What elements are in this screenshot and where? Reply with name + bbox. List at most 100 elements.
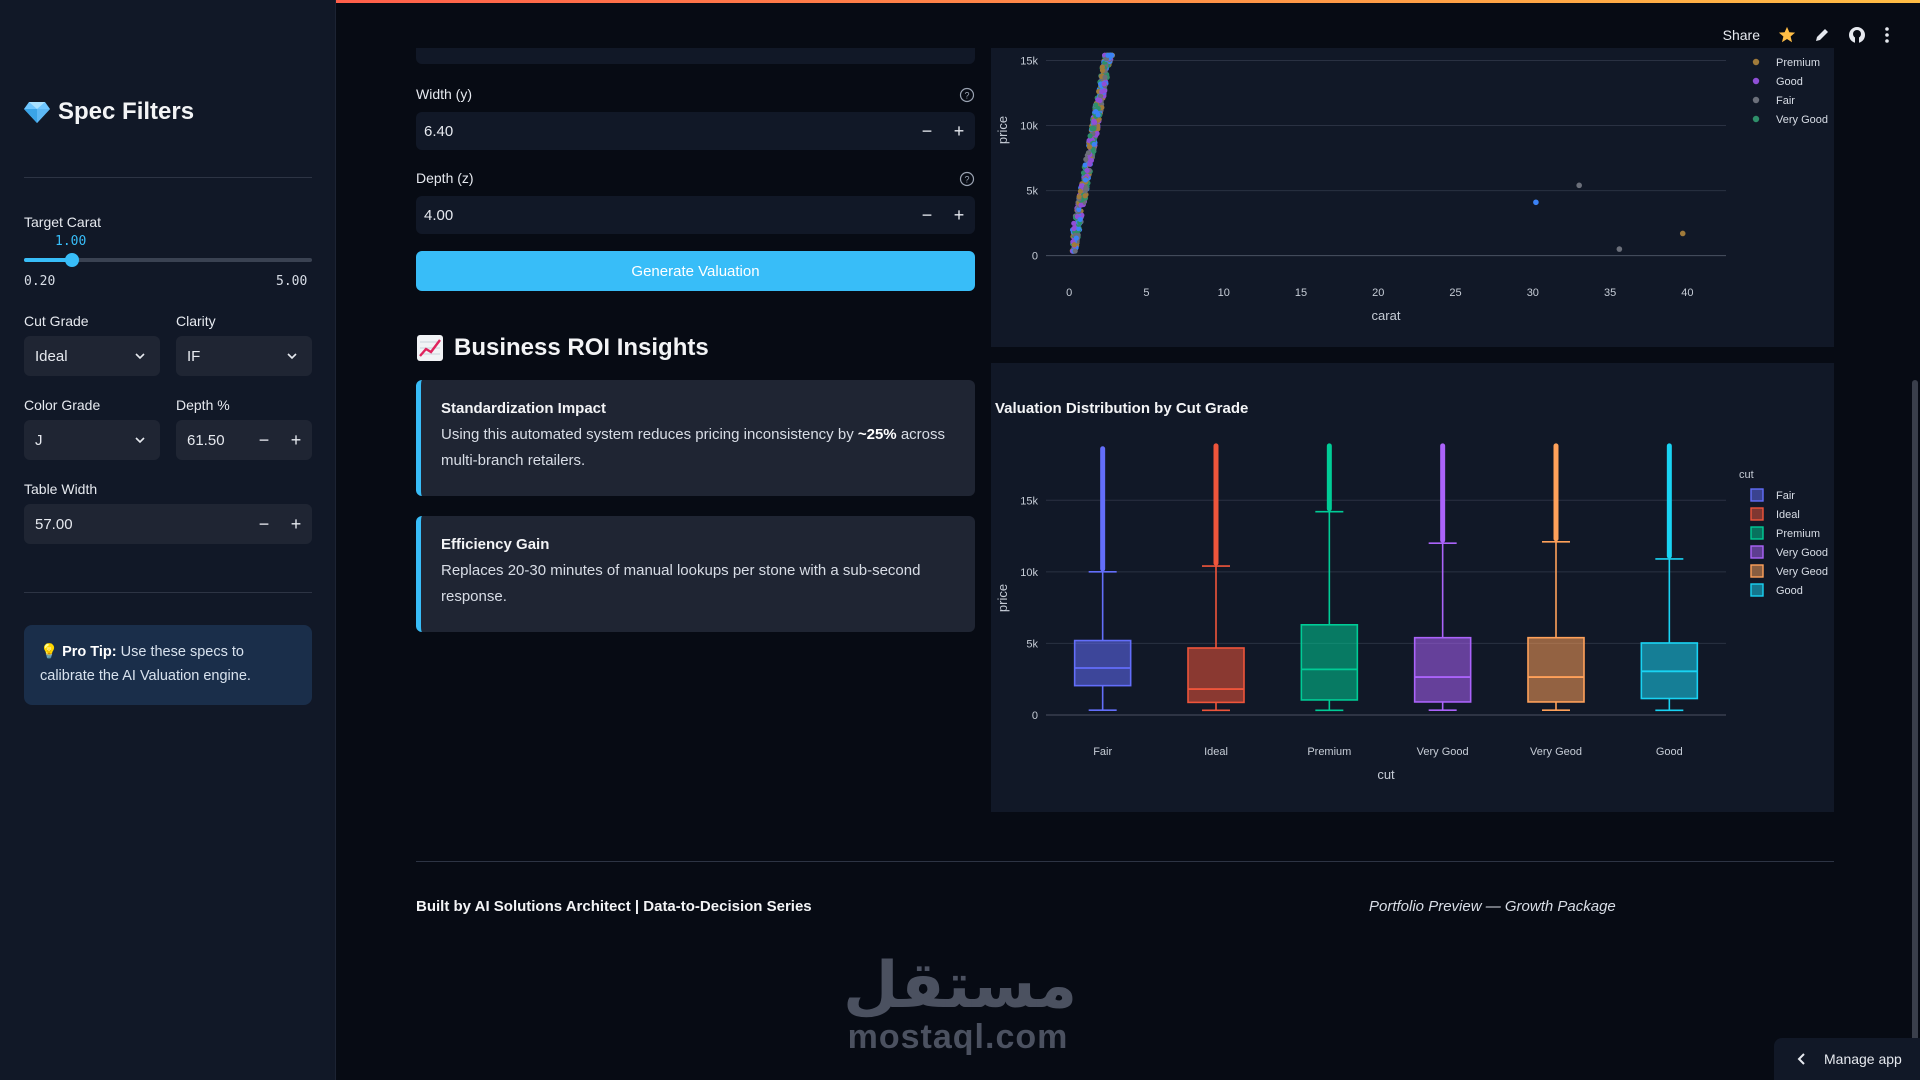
scatter-point — [1083, 186, 1089, 192]
x-tick-label: Fair — [1093, 746, 1112, 758]
help-icon[interactable]: ? — [959, 87, 975, 103]
legend-label: Very Good — [1776, 114, 1828, 126]
sidebar-title-text: Spec Filters — [58, 98, 195, 125]
legend-marker — [1750, 507, 1764, 521]
depth-input[interactable]: 4.00 − + — [416, 196, 975, 234]
scatter-chart[interactable]: 0 5k 10k 15k 0 5 10 15 20 25 30 35 40 carat price Premi… — [991, 48, 1834, 347]
legend-label: Premium — [1776, 57, 1820, 69]
divider — [24, 592, 312, 593]
width-label: Width (y) — [416, 86, 472, 102]
chevron-down-icon — [287, 353, 297, 360]
y-tick-label: 10k — [1020, 567, 1038, 579]
scatter-point — [1073, 235, 1079, 241]
github-icon[interactable] — [1848, 26, 1866, 44]
cut-label: Cut Grade — [24, 313, 89, 329]
y-axis-label: price — [995, 584, 1010, 612]
watermark-arabic: مستقل — [843, 949, 1078, 1021]
insights-title: Business ROI Insights — [454, 334, 709, 361]
legend-marker — [1752, 115, 1760, 123]
y-tick-label: 5k — [1026, 186, 1038, 198]
cut-select[interactable]: Ideal — [24, 336, 160, 376]
scrollbar[interactable] — [1912, 380, 1918, 1080]
x-tick-label: 10 — [1218, 287, 1230, 299]
legend-title: cut — [1739, 469, 1754, 481]
width-input[interactable]: 6.40 − + — [416, 112, 975, 150]
insight-highlight: ~25% — [857, 426, 897, 443]
scatter-point — [1095, 117, 1101, 123]
more-vertical-icon[interactable] — [1884, 26, 1890, 44]
depth-value[interactable]: 4.00 — [424, 206, 454, 224]
y-tick-label: 15k — [1020, 495, 1038, 507]
depth-label: Depth (z) — [416, 170, 474, 186]
chart-title: Valuation Distribution by Cut Grade — [995, 400, 1248, 417]
depth-pct-input[interactable]: 61.50 − + — [176, 420, 312, 460]
y-axis-label: price — [995, 116, 1010, 144]
previous-input-fragment[interactable] — [416, 48, 975, 64]
footer-divider — [416, 861, 1834, 862]
scatter-point — [1086, 144, 1093, 150]
table-width-input[interactable]: 57.00 − + — [24, 504, 312, 544]
scatter-point — [1095, 97, 1101, 103]
insight-card: Standardization Impact Using this automa… — [416, 380, 975, 496]
x-tick-label: 15 — [1295, 287, 1307, 299]
increment-button[interactable]: + — [953, 120, 965, 141]
tip-bold: Pro Tip: — [62, 644, 117, 660]
increment-button[interactable]: + — [290, 513, 302, 534]
decrement-button[interactable]: − — [258, 429, 270, 450]
x-tick-label: Very Good — [1417, 746, 1469, 758]
table-width-value[interactable]: 57.00 — [35, 515, 73, 533]
x-tick-label: Very Geod — [1530, 746, 1582, 758]
edit-pencil-icon[interactable] — [1814, 27, 1830, 43]
legend-label: Very Geod — [1776, 566, 1828, 578]
depth-pct-value[interactable]: 61.50 — [187, 431, 225, 449]
color-select[interactable]: J — [24, 420, 160, 460]
carat-slider-thumb[interactable] — [65, 253, 79, 267]
insight-card-body: Using this automated system reduces pric… — [441, 422, 955, 474]
increment-button[interactable]: + — [953, 204, 965, 225]
y-tick-label: 15k — [1020, 56, 1038, 68]
help-icon[interactable]: ? — [959, 171, 975, 187]
x-tick-label: 35 — [1604, 287, 1616, 299]
generate-valuation-button[interactable]: Generate Valuation — [416, 251, 975, 291]
scatter-point — [1072, 248, 1078, 254]
tip-text: Use these specs to calibrate the AI Valu… — [40, 644, 251, 684]
y-tick-label: 0 — [1032, 710, 1038, 722]
manage-app-button[interactable]: Manage app — [1774, 1038, 1920, 1080]
x-tick-label: 20 — [1372, 287, 1384, 299]
legend-label: Good — [1776, 585, 1803, 597]
header-accent-line — [0, 0, 1920, 3]
share-button[interactable]: Share — [1722, 27, 1760, 43]
box-chart[interactable]: Valuation Distribution by Cut Grade 0 5k 10… — [991, 363, 1834, 812]
manage-app-label: Manage app — [1824, 1051, 1902, 1067]
decrement-button[interactable]: − — [921, 120, 933, 141]
chart-increasing-icon — [417, 335, 443, 361]
depth-pct-label: Depth % — [176, 397, 230, 413]
watermark-logo: مستقل mostaql.com — [843, 949, 1078, 1054]
legend-marker — [1750, 583, 1764, 597]
scatter-point — [1078, 202, 1084, 208]
carat-slider[interactable] — [24, 253, 312, 267]
chevron-down-icon — [135, 437, 145, 444]
insight-card-title: Efficiency Gain — [441, 536, 550, 553]
clarity-select[interactable]: IF — [176, 336, 312, 376]
decrement-button[interactable]: − — [258, 513, 270, 534]
width-value[interactable]: 6.40 — [424, 122, 454, 140]
decrement-button[interactable]: − — [921, 204, 933, 225]
star-icon[interactable] — [1778, 26, 1796, 44]
x-tick-label: 30 — [1527, 287, 1539, 299]
increment-button[interactable]: + — [290, 429, 302, 450]
insight-card-body: Replaces 20-30 minutes of manual lookups… — [441, 562, 921, 605]
carat-slider-fill — [24, 258, 72, 262]
legend-marker — [1750, 488, 1764, 502]
y-tick-label: 5k — [1026, 638, 1038, 650]
cut-select-value: Ideal — [35, 347, 68, 365]
x-tick-label: Ideal — [1204, 746, 1228, 758]
box-body — [1527, 636, 1585, 703]
carat-max: 5.00 — [276, 274, 308, 289]
scatter-chart-panel: 0 5k 10k 15k 0 5 10 15 20 25 30 35 40 carat price Premi… — [991, 48, 1834, 347]
legend-marker — [1752, 58, 1760, 66]
insight-text: Using this automated system reduces pric… — [441, 426, 858, 443]
x-tick-label: 40 — [1681, 287, 1693, 299]
x-tick-label: 25 — [1449, 287, 1461, 299]
x-tick-label: 0 — [1066, 287, 1072, 299]
